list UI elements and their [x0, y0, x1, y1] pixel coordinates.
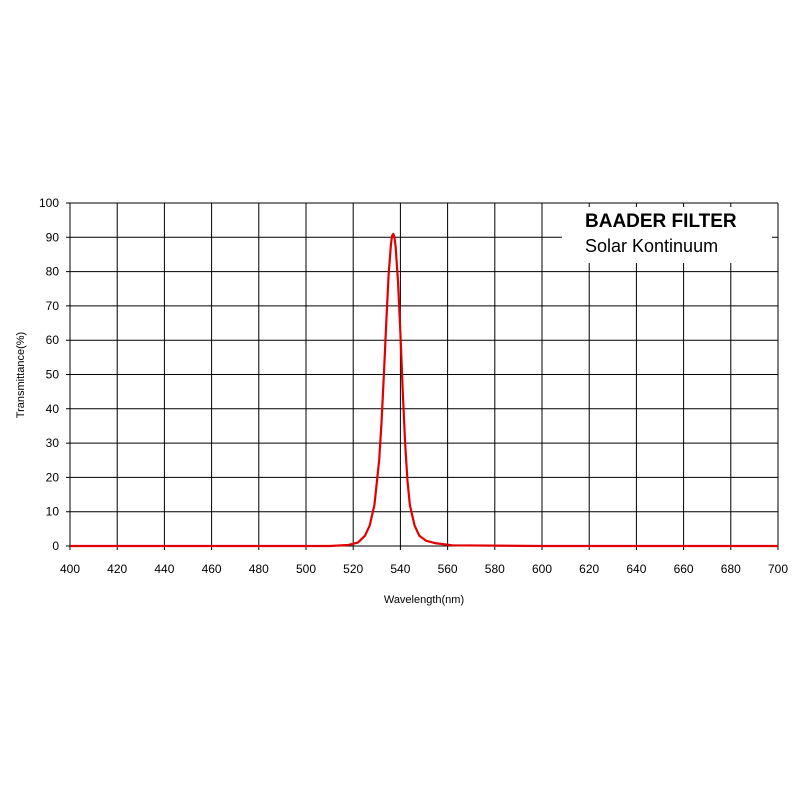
y-axis-title: Transmittance(%) [15, 332, 27, 418]
y-tick-labels: 0 10 20 30 40 50 60 70 80 90 100 [39, 196, 59, 553]
x-tick-label: 560 [438, 562, 458, 576]
x-tick-label: 680 [721, 562, 741, 576]
x-axis-title: Wavelength(nm) [384, 594, 464, 606]
x-tick-label: 460 [202, 562, 222, 576]
x-tick-label: 600 [532, 562, 552, 576]
y-tick-label: 30 [46, 436, 60, 450]
x-tick-label: 640 [626, 562, 646, 576]
x-tick-label: 520 [343, 562, 363, 576]
y-tick-label: 0 [52, 539, 59, 553]
y-tick-label: 20 [46, 470, 60, 484]
legend-box [562, 207, 772, 263]
y-tick-label: 60 [46, 333, 60, 347]
x-tick-label: 480 [249, 562, 269, 576]
legend-subtitle: Solar Kontinuum [585, 236, 718, 256]
x-tick-label: 500 [296, 562, 316, 576]
x-tick-label: 420 [107, 562, 127, 576]
x-tick-label: 580 [485, 562, 505, 576]
x-tick-labels: 400 420 440 460 480 500 520 540 560 580 600 620 640 6… [60, 562, 788, 576]
x-tick-label: 620 [579, 562, 599, 576]
y-tick-label: 40 [46, 402, 60, 416]
y-tick-label: 100 [39, 196, 59, 210]
x-tick-label: 660 [674, 562, 694, 576]
y-tick-label: 70 [46, 299, 60, 313]
x-tick-label: 440 [154, 562, 174, 576]
x-tick-label: 540 [390, 562, 410, 576]
y-tick-label: 90 [46, 230, 60, 244]
series-line [70, 232, 778, 548]
x-tick-label: 400 [60, 562, 80, 576]
x-tick-label: 700 [768, 562, 788, 576]
y-tick-label: 50 [46, 368, 60, 382]
y-tick-label: 80 [46, 265, 60, 279]
legend-title: BAADER FILTER [585, 211, 737, 232]
y-tick-label: 10 [46, 505, 60, 519]
